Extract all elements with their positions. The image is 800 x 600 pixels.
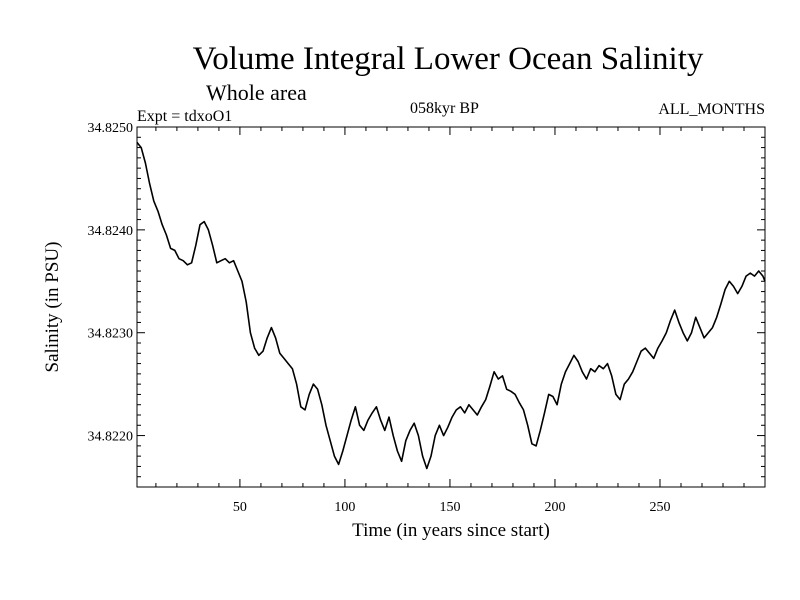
x-axis-ticks: 50 100 150 200 250 bbox=[155, 127, 745, 515]
chart-title: Volume Integral Lower Ocean Salinity bbox=[193, 41, 704, 77]
plot-frame bbox=[136, 126, 766, 488]
months-label: ALL_MONTHS bbox=[658, 101, 765, 118]
y-tick-label: 34.8250 bbox=[88, 121, 134, 136]
chart-subtitle: Whole area bbox=[206, 80, 307, 105]
x-tick-label: 50 bbox=[233, 500, 247, 515]
experiment-label: Expt = tdxoO1 bbox=[137, 108, 232, 125]
y-tick-label: 34.8220 bbox=[88, 430, 134, 445]
x-axis-label: Time (in years since start) bbox=[352, 520, 550, 541]
x-tick-label: 150 bbox=[439, 500, 460, 515]
x-tick-label: 200 bbox=[544, 500, 565, 515]
y-tick-label: 34.8240 bbox=[88, 224, 134, 239]
y-tick-label: 34.8230 bbox=[88, 327, 134, 342]
x-tick-label: 250 bbox=[649, 500, 670, 515]
x-tick-label: 100 bbox=[334, 500, 355, 515]
salinity-series-line bbox=[136, 141, 766, 470]
y-axis-ticks: 34.8220 34.8230 34.8240 34.8250 bbox=[88, 121, 765, 478]
period-label: 058kyr BP bbox=[410, 100, 479, 117]
y-axis-label: Salinity (in PSU) bbox=[42, 242, 63, 373]
